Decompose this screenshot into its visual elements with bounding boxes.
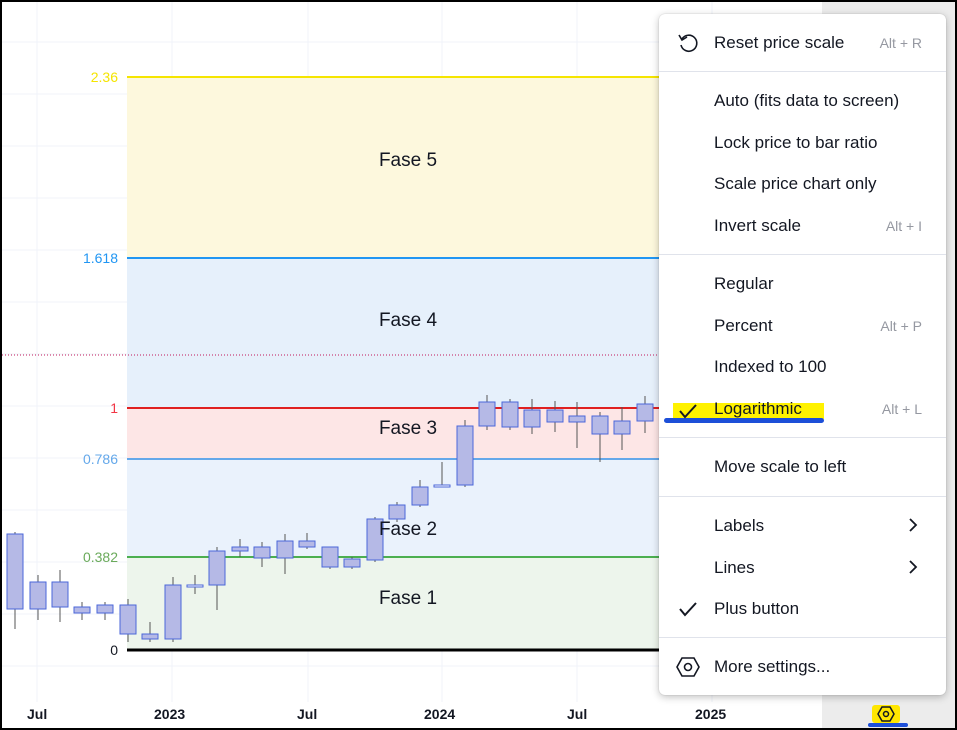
candle-body (208, 550, 226, 586)
time-label-jul-2023: Jul (297, 706, 318, 722)
menu-label: Reset price scale (714, 33, 845, 52)
fib-label-1: 1 (110, 400, 118, 416)
menu-item-plus-button[interactable]: Plus button (659, 588, 946, 630)
menu-label: Indexed to 100 (714, 357, 827, 376)
time-label-2023: 2023 (154, 706, 186, 722)
fib-label-2-36: 2.36 (90, 69, 118, 85)
time-label-jul-2022: Jul (27, 706, 48, 722)
candle-body (456, 425, 474, 486)
menu-item-lines[interactable]: Lines (659, 547, 946, 589)
menu-item-invert-scale[interactable]: Invert scale Alt + I (659, 205, 946, 247)
annotation-underline-gear (868, 723, 908, 727)
candle-body (591, 415, 609, 435)
menu-item-regular[interactable]: Regular (659, 263, 946, 305)
menu-item-move-scale-to-left[interactable]: Move scale to left (659, 446, 946, 488)
fib-label-1-618: 1.618 (82, 250, 118, 266)
menu-item-percent[interactable]: Percent Alt + P (659, 305, 946, 347)
settings-hex-icon (877, 706, 895, 722)
menu-label: Lock price to bar ratio (714, 133, 878, 152)
zone-label-fase-5: Fase 5 (378, 150, 438, 171)
menu-separator (659, 71, 946, 72)
menu-item-more-settings[interactable]: More settings... (659, 646, 946, 688)
zone-label-fase-2: Fase 2 (378, 519, 438, 540)
annotation-underline-logarithmic (664, 418, 824, 423)
candle-body (96, 604, 114, 614)
menu-label: More settings... (714, 657, 831, 676)
candle-body (253, 546, 271, 559)
candle-body (388, 504, 406, 520)
candle-body (478, 401, 496, 427)
candlesticks (6, 395, 654, 642)
candle-body (366, 518, 384, 561)
menu-separator (659, 254, 946, 255)
menu-shortcut: Alt + P (880, 318, 922, 334)
candle-body (523, 409, 541, 428)
candle-body (51, 581, 69, 608)
settings-hex-icon (675, 654, 701, 680)
candle-body (546, 409, 564, 423)
annotation-highlight-logarithmic (673, 403, 824, 419)
candle-body (411, 486, 429, 506)
candle-body (613, 420, 631, 435)
menu-separator (659, 496, 946, 497)
candle-body (276, 540, 294, 559)
candle-body (29, 581, 47, 610)
menu-separator (659, 637, 946, 638)
candle-body (568, 415, 586, 423)
menu-label: Percent (714, 316, 773, 335)
menu-item-reset-price-scale[interactable]: Reset price scale Alt + R (659, 22, 946, 64)
candle-body (231, 546, 249, 552)
checkmark-icon (675, 596, 701, 622)
fib-label-0: 0 (110, 642, 118, 658)
time-label-2025: 2025 (695, 706, 727, 722)
candle-body (501, 401, 519, 428)
menu-label: Auto (fits data to screen) (714, 91, 900, 110)
fib-label-0-382: 0.382 (82, 549, 118, 565)
candle-body (343, 558, 361, 568)
candle-body (6, 533, 24, 610)
menu-item-indexed-to-100[interactable]: Indexed to 100 (659, 346, 946, 388)
zone-label-fase-1: Fase 1 (378, 588, 438, 609)
candle-body (141, 633, 159, 640)
menu-item-scale-price-chart-only[interactable]: Scale price chart only (659, 163, 946, 205)
candle-body (298, 540, 316, 548)
candle-body (119, 604, 137, 635)
time-label-2024: 2024 (424, 706, 456, 722)
menu-item-lock-price-to-bar-ratio[interactable]: Lock price to bar ratio (659, 122, 946, 164)
menu-separator (659, 437, 946, 438)
candle-body (433, 484, 451, 488)
time-label-jul-2024: Jul (567, 706, 588, 722)
price-scale-context-menu: Reset price scale Alt + R Auto (fits dat… (659, 14, 946, 695)
candle-body (73, 606, 91, 614)
menu-item-auto[interactable]: Auto (fits data to screen) (659, 80, 946, 122)
candle-body (186, 584, 204, 588)
menu-label: Scale price chart only (714, 174, 877, 193)
menu-label: Invert scale (714, 216, 801, 235)
checkmark-icon (679, 404, 697, 419)
candle-body (164, 584, 182, 640)
reset-icon (675, 30, 701, 56)
menu-shortcut: Alt + L (881, 401, 922, 417)
menu-shortcut: Alt + R (879, 35, 922, 51)
menu-item-logarithmic[interactable]: Alt + L (659, 388, 946, 430)
chevron-right-icon (909, 518, 918, 532)
candle-body (321, 546, 339, 568)
fib-label-0-786: 0.786 (82, 451, 118, 467)
zone-label-fase-3: Fase 3 (378, 418, 438, 439)
price-scale-settings-button[interactable] (872, 705, 900, 723)
menu-label-logarithmic: Logarithmic (714, 399, 802, 418)
menu-label: Plus button (714, 599, 800, 618)
menu-shortcut: Alt + I (885, 218, 922, 234)
candle-body (636, 403, 654, 422)
menu-label: Labels (714, 516, 765, 535)
menu-label: Lines (714, 558, 755, 577)
zone-label-fase-4: Fase 4 (378, 310, 438, 331)
menu-item-labels[interactable]: Labels (659, 505, 946, 547)
chevron-right-icon (909, 560, 918, 574)
menu-label: Move scale to left (714, 457, 847, 476)
menu-label: Regular (714, 274, 774, 293)
